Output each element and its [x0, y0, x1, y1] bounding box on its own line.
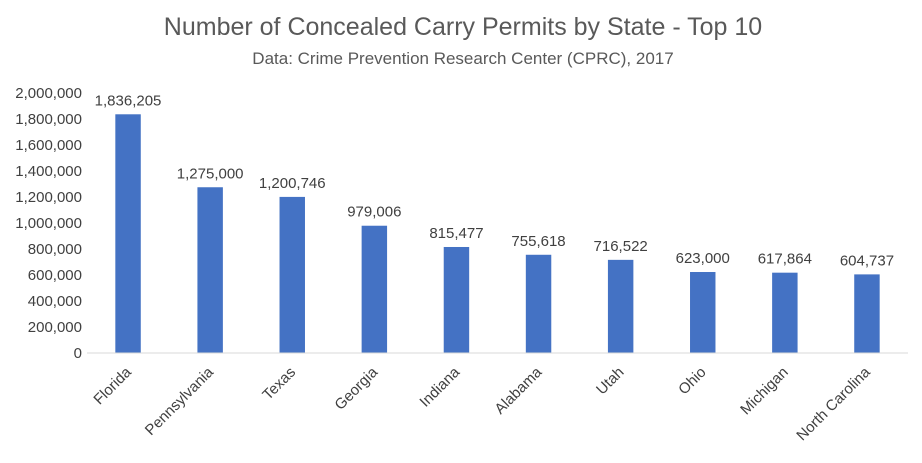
y-tick-label: 1,400,000: [15, 163, 82, 180]
y-tick-label: 600,000: [28, 267, 82, 284]
bar: [115, 114, 141, 353]
x-tick-label: Georgia: [331, 363, 381, 413]
data-label: 623,000: [676, 250, 730, 267]
x-tick-label: Utah: [593, 364, 627, 398]
y-tick-label: 400,000: [28, 293, 82, 310]
y-axis: 0 200,000 400,000 600,000 800,000 1,000,000 1,…: [15, 85, 82, 362]
chart-subtitle: Data: Crime Prevention Research Center (…: [252, 49, 673, 68]
x-tick-label: Alabama: [491, 363, 545, 417]
data-label: 604,737: [840, 252, 894, 269]
x-tick-label: Texas: [259, 364, 299, 404]
x-tick-label: Florida: [90, 363, 135, 408]
x-tick-label: Michigan: [737, 364, 791, 418]
data-label: 815,477: [429, 225, 483, 242]
bar: [361, 225, 388, 353]
y-tick-label: 800,000: [28, 241, 82, 258]
y-tick-label: 2,000,000: [15, 85, 82, 102]
bar: [525, 254, 552, 353]
data-label: 1,275,000: [177, 165, 244, 182]
y-tick-label: 1,000,000: [15, 215, 82, 232]
bars: [115, 114, 880, 353]
bar: [690, 272, 716, 353]
y-tick-label: 1,600,000: [15, 137, 82, 154]
bar: [443, 246, 470, 353]
bar: [279, 196, 305, 353]
x-tick-label: North Carolina: [793, 363, 874, 444]
y-tick-label: 200,000: [28, 319, 82, 336]
bar: [854, 274, 880, 353]
data-label: 617,864: [758, 251, 812, 268]
data-label: 755,618: [511, 233, 565, 250]
x-axis: Florida Pennsylvania Texas Georgia Indiana Al…: [87, 352, 908, 444]
y-tick-label: 0: [74, 345, 82, 362]
data-label: 979,006: [347, 204, 401, 221]
bar: [607, 259, 634, 353]
data-labels: 1,836,205 1,275,000 1,200,746 979,006 815,47…: [95, 92, 894, 269]
bar: [772, 272, 798, 353]
chart-title: Number of Concealed Carry Permits by Sta…: [164, 13, 762, 41]
x-tick-label: Pennsylvania: [142, 363, 218, 439]
data-label: 1,200,746: [259, 175, 326, 192]
x-tick-label: Indiana: [416, 363, 463, 410]
y-tick-label: 1,200,000: [15, 189, 82, 206]
data-label: 716,522: [594, 238, 648, 255]
x-tick-label: Ohio: [675, 364, 709, 398]
data-label: 1,836,205: [95, 92, 162, 109]
bar: [197, 187, 223, 353]
y-tick-label: 1,800,000: [15, 111, 82, 128]
